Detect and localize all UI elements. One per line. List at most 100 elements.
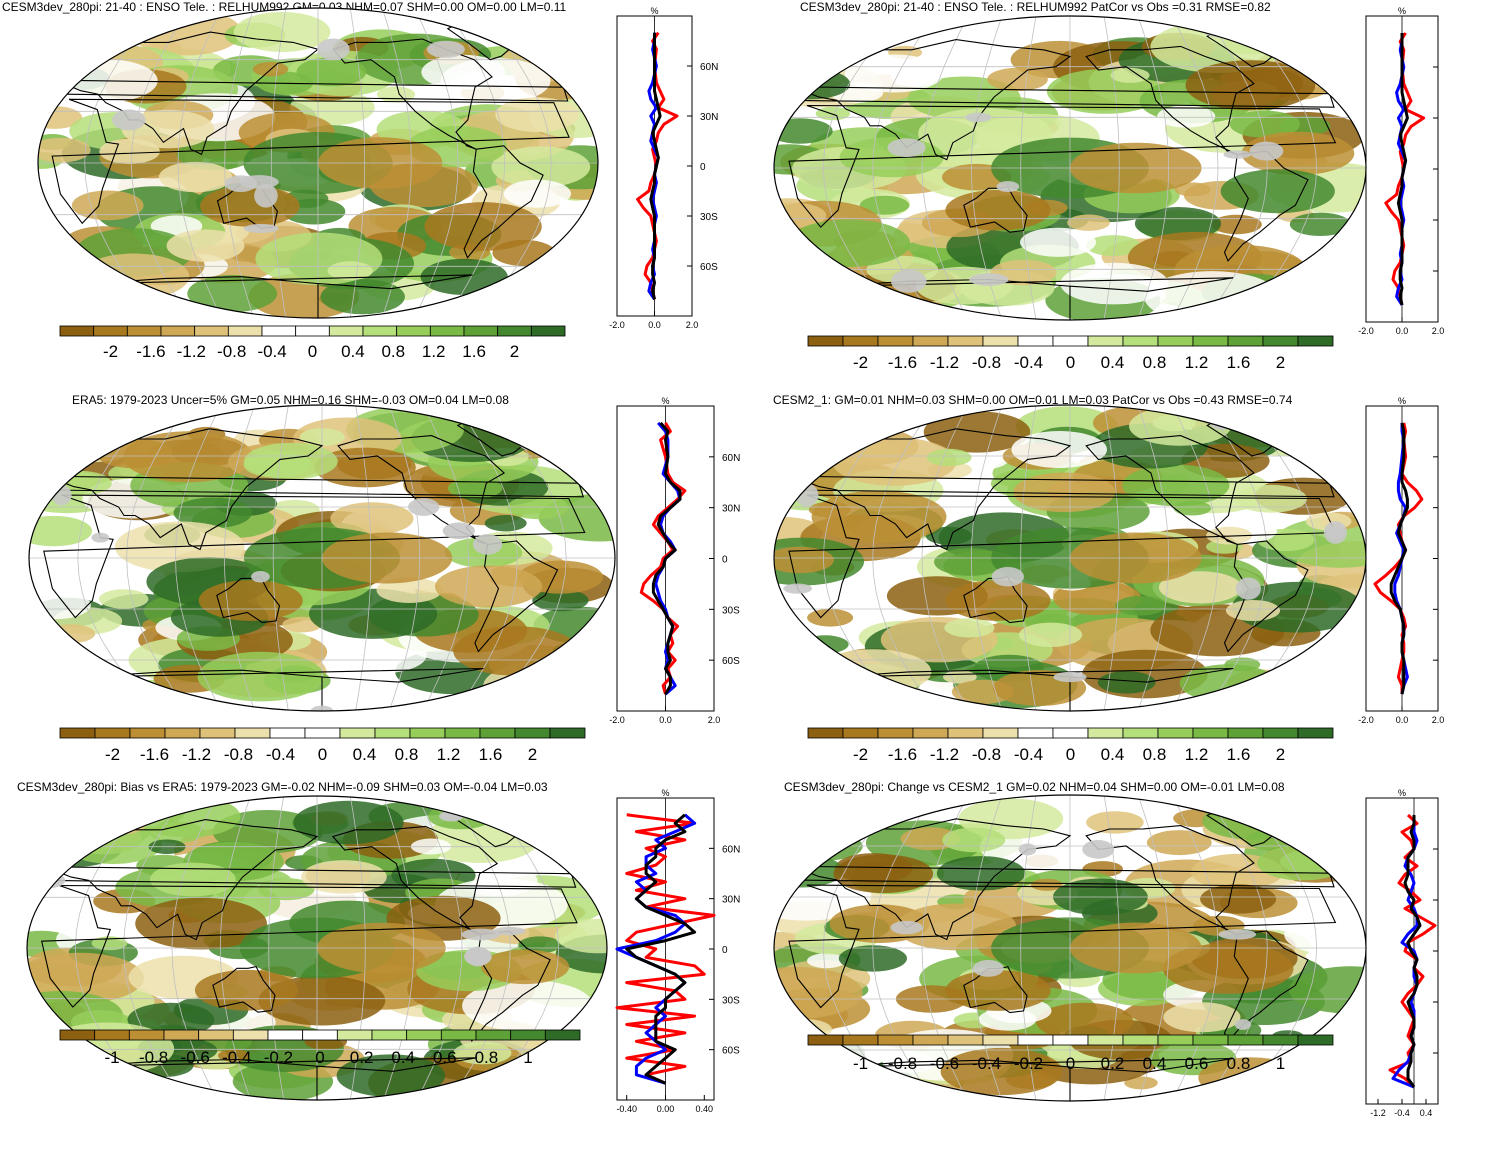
anomaly-patch: [807, 953, 846, 969]
colorbar-swatch: [59, 1029, 96, 1041]
colorbar-tick-label: -0.8: [217, 342, 246, 361]
anomaly-patch: [1122, 464, 1230, 507]
longitude-gridline: [130, 8, 190, 318]
anomaly-patch: [555, 918, 607, 954]
colorbar-tick-label: 1.6: [1227, 745, 1251, 764]
anomaly-patch: [774, 966, 863, 1020]
colorbar-swatch: [912, 727, 949, 739]
longitude-gridline: [970, 16, 1003, 320]
panel-title: CESM3dev_280pi: 21-40 : ENSO Tele. : REL…: [2, 0, 567, 14]
anomaly-patch: [787, 219, 911, 267]
longitude-gridline: [1137, 795, 1170, 1101]
coastline: [1085, 45, 1255, 156]
colorbar-swatch: [371, 1029, 408, 1041]
colorbar-swatch: [1192, 727, 1229, 739]
colorbar-swatch: [982, 1034, 1019, 1046]
colorbar-swatch: [1157, 1034, 1194, 1046]
colorbar-swatch: [1227, 335, 1264, 347]
longitude-gridline: [970, 795, 1003, 1101]
colorbar-tick-label: 0.6: [1185, 1054, 1209, 1073]
masked-land-patch: [969, 273, 1009, 286]
anomaly-patch: [934, 548, 1006, 576]
colorbar-tick-label: 0: [1066, 353, 1075, 372]
anomaly-patch: [945, 580, 1051, 621]
colorbar-swatch: [1087, 335, 1124, 347]
profile-x-tick-label: 0.0: [1396, 326, 1409, 336]
colorbar-tick-label: 1.6: [479, 745, 503, 764]
anomaly-patch: [1097, 671, 1156, 694]
anomaly-patch: [1115, 595, 1166, 616]
colorbar-tick-label: 1.2: [1185, 353, 1209, 372]
masked-land-patch: [310, 705, 334, 711]
colorbar-tick-label: -0.8: [972, 353, 1001, 372]
longitude-gridline: [1239, 16, 1318, 320]
anomaly-patch: [1158, 571, 1242, 604]
anomaly-patch: [945, 189, 1051, 231]
longitude-gridline: [1239, 405, 1318, 711]
masked-land-patch: [972, 959, 1004, 977]
colorbar-swatch: [475, 1029, 512, 1041]
latitude-label: 0: [722, 945, 728, 956]
anomaly-patch: [774, 854, 844, 888]
colorbar-swatch: [1017, 727, 1054, 739]
colorbar-swatch: [1297, 727, 1334, 739]
map-border: [28, 404, 616, 712]
anomaly-patch: [1225, 600, 1281, 621]
colorbar-tick-label: 2: [510, 342, 519, 361]
latitude-label: 60S: [722, 656, 740, 667]
colorbar-swatch: [497, 325, 532, 337]
colorbar-tick-label: 1: [1276, 1054, 1285, 1073]
anomaly-patch: [831, 437, 957, 486]
anomaly-patch: [1257, 845, 1348, 881]
colorbar-swatch: [1192, 335, 1229, 347]
anomaly-patch: [1011, 431, 1107, 468]
longitude-gridline: [1171, 16, 1219, 320]
colorbar-swatch: [479, 727, 516, 739]
anomaly-patch: [1134, 207, 1222, 241]
longitude-gridline: [177, 8, 222, 318]
longitude-gridline: [270, 8, 287, 318]
coastline: [331, 825, 499, 936]
zonal-profile: % -2.0 0.0 2.0: [1358, 6, 1444, 336]
masked-land-patch: [1018, 843, 1037, 856]
anomaly-patch: [134, 796, 241, 838]
anomaly-patch: [774, 546, 834, 574]
colorbar-swatch: [1262, 1034, 1299, 1046]
profile-y-label: %: [1398, 788, 1406, 798]
colorbar-swatch: [94, 1029, 130, 1041]
zonal-profile: % 60N 30N 0 30S 60S -0.40 0.00 0.40: [615, 788, 740, 1114]
map: [774, 16, 1366, 320]
profile-x-tick-label: 0.0: [648, 320, 661, 330]
colorbar-swatch: [269, 727, 306, 739]
longitude-gridline: [921, 16, 969, 320]
latitude-label: 30S: [722, 605, 740, 616]
anomaly-patch: [987, 67, 1048, 92]
coastline: [963, 185, 1028, 233]
longitude-gridline: [822, 405, 901, 711]
longitude-gridline: [416, 796, 463, 1100]
masked-land-patch: [791, 859, 814, 874]
colorbar-swatch: [1297, 335, 1334, 347]
panel-6: CESM3dev_280pi: Change vs CESM2_1 GM=0.0…: [773, 780, 1439, 1118]
panel-2: CESM3dev_280pi: 21-40 : ENSO Tele. : REL…: [773, 0, 1444, 372]
masked-land-patch: [1223, 150, 1252, 159]
anomaly-patch: [1036, 1002, 1134, 1041]
colorbar-swatch: [164, 727, 201, 739]
anomaly-patch: [1019, 622, 1083, 647]
profile-x-tick-label: 2.0: [1432, 715, 1445, 725]
longitude-gridline: [349, 8, 366, 318]
colorbar-swatch: [1017, 1034, 1054, 1046]
colorbar-tick-label: 0.8: [381, 342, 405, 361]
profile-line-black: [651, 421, 682, 695]
masked-land-patch: [224, 175, 257, 193]
longitude-gridline: [483, 796, 560, 1100]
longitude-gridline: [1103, 405, 1120, 711]
anomaly-patch: [1220, 169, 1335, 214]
panel-title: ERA5: 1979-2023 Uncer=5% GM=0.05 NHM=0.1…: [72, 393, 509, 407]
masked-land-patch: [1249, 141, 1284, 161]
anomaly-patch: [194, 969, 299, 1011]
anomaly-patch: [936, 856, 1026, 891]
profile-line-black: [625, 813, 697, 1085]
anomaly-patch: [925, 526, 972, 545]
profile-line-black: [649, 32, 662, 300]
